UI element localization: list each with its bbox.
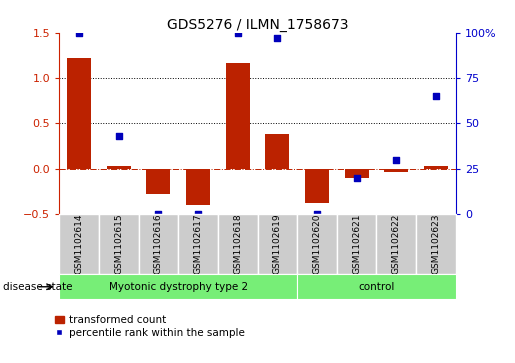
Bar [218,214,258,274]
Bar [107,166,131,169]
Point [233,30,242,36]
Bar [139,214,178,274]
Text: GSM1102623: GSM1102623 [432,214,440,274]
Text: GSM1102621: GSM1102621 [352,214,361,274]
Bar [146,169,170,194]
Bar [186,169,210,205]
Bar [59,274,297,299]
Bar [59,214,99,274]
Point [352,175,360,181]
Bar [297,214,337,274]
Bar [416,214,456,274]
Bar [305,169,329,203]
Text: GSM1102617: GSM1102617 [194,214,202,274]
Text: GSM1102614: GSM1102614 [75,214,83,274]
Text: disease state: disease state [3,282,72,292]
Bar [258,214,297,274]
Point [194,211,202,217]
Title: GDS5276 / ILMN_1758673: GDS5276 / ILMN_1758673 [167,18,348,32]
Text: GSM1102620: GSM1102620 [313,214,321,274]
Bar [384,169,408,172]
Text: Myotonic dystrophy type 2: Myotonic dystrophy type 2 [109,282,248,292]
Bar [67,58,91,169]
Point [273,35,281,41]
Point [392,157,401,163]
Bar [226,62,250,169]
Bar [345,169,369,178]
Bar [178,214,218,274]
Bar [297,274,456,299]
Legend: transformed count, percentile rank within the sample: transformed count, percentile rank withi… [54,314,246,339]
Text: GSM1102616: GSM1102616 [154,214,163,274]
Text: GSM1102622: GSM1102622 [392,214,401,274]
Bar [265,134,289,169]
Point [432,93,440,99]
Bar [376,214,416,274]
Bar [424,166,448,169]
Text: GSM1102615: GSM1102615 [114,214,123,274]
Bar [99,214,139,274]
Point [75,30,83,36]
Text: control: control [358,282,394,292]
Text: GSM1102619: GSM1102619 [273,214,282,274]
Point [313,211,321,217]
Point [154,211,162,217]
Point [114,133,123,139]
Text: GSM1102618: GSM1102618 [233,214,242,274]
Bar [337,214,376,274]
